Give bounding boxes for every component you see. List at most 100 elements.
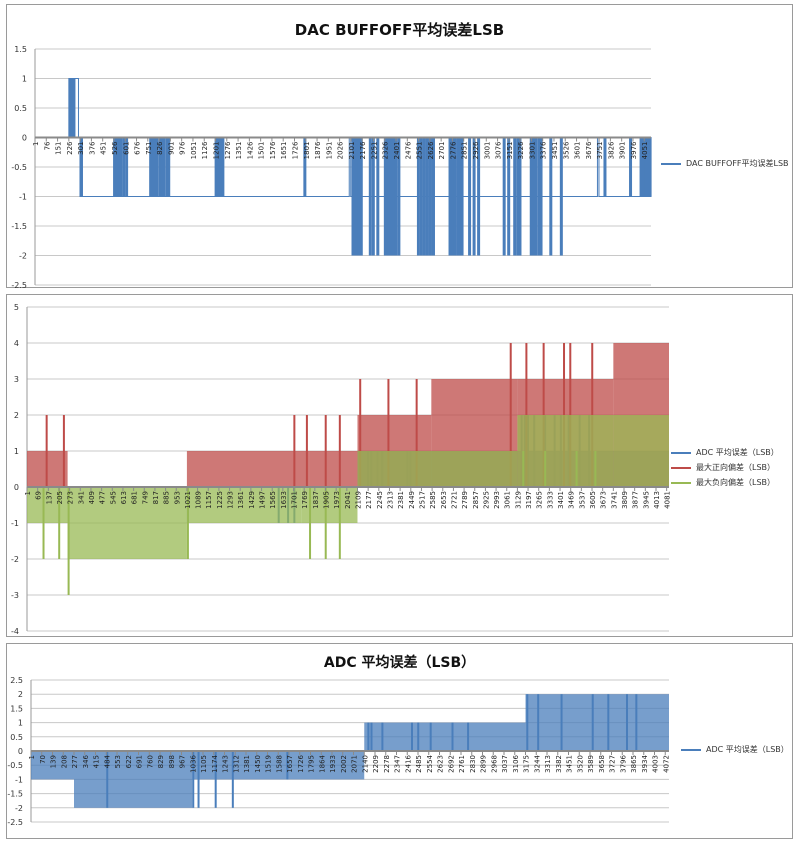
x-tick-label: 2313	[386, 491, 394, 509]
x-tick-label: 1225	[216, 491, 224, 509]
bar	[114, 137, 118, 197]
spike-bar	[192, 751, 195, 808]
bar	[513, 137, 517, 256]
bar	[460, 137, 464, 256]
x-tick-label: 341	[77, 491, 85, 504]
x-tick-label: 3197	[525, 491, 533, 509]
bar	[644, 137, 648, 197]
spike-bar	[607, 694, 610, 751]
y-tick-label: -2	[11, 555, 19, 564]
x-tick-label: 2626	[427, 141, 435, 159]
bar	[458, 137, 462, 256]
x-tick-label: 3727	[609, 755, 617, 773]
x-tick-label: 451	[100, 142, 108, 155]
y-tick-label: -2.5	[11, 281, 27, 289]
bar	[472, 137, 476, 256]
x-tick-label: 3151	[506, 142, 514, 160]
x-tick-label: 2721	[450, 491, 458, 509]
bar	[221, 137, 225, 197]
spike-bar	[305, 415, 308, 487]
spike-bar	[370, 722, 373, 751]
bar	[518, 137, 522, 256]
bar	[149, 137, 153, 197]
level-bar	[186, 451, 310, 487]
x-tick-label: 2551	[416, 142, 424, 160]
x-tick-label: 1795	[308, 755, 316, 773]
x-axis	[35, 136, 651, 139]
spike-bar	[591, 694, 594, 751]
x-tick-label: 2381	[397, 491, 405, 509]
x-tick-label: 3537	[578, 491, 586, 509]
x-tick-label: 3376	[540, 141, 548, 159]
bar	[534, 137, 538, 256]
x-tick-label: 2653	[440, 491, 448, 509]
bar	[394, 137, 398, 256]
x-tick-label: 2109	[354, 491, 362, 509]
y-tick-label: -1.5	[11, 222, 27, 231]
x-tick-label: 2071	[351, 755, 359, 773]
y-tick-label: 2.5	[10, 676, 23, 685]
x-tick-label: 3601	[574, 142, 582, 160]
spike-bar	[526, 694, 529, 751]
x-tick-label: 826	[156, 141, 164, 155]
chart-panel-dac: DAC BUFFOFF平均误差LSB -2.5 -2 -1.5 -1 -0.5 0 0.5 1…	[6, 4, 793, 289]
x-tick-label: 205	[56, 491, 64, 504]
y-tick-label: 1.5	[14, 45, 27, 54]
x-tick-label: 3826	[607, 141, 615, 159]
legend-item: DAC BUFFOFF平均误差LSB	[661, 156, 789, 171]
x-tick-label: 2993	[493, 491, 501, 509]
x-tick-label: 901	[167, 142, 175, 155]
chart-title: DAC BUFFOFF平均误差LSB	[294, 21, 505, 39]
level-bar	[357, 451, 518, 487]
x-tick-label: 1450	[254, 755, 262, 773]
y-tick-label: 1.5	[10, 704, 23, 713]
x-tick-label: 2209	[372, 755, 380, 773]
x-tick-label: 484	[103, 754, 111, 768]
x-tick-label: 415	[93, 755, 101, 768]
x-tick-label: 2968	[490, 755, 498, 773]
y-tick-label: -1	[11, 519, 19, 528]
level-bar	[613, 415, 669, 487]
x-tick-label: 1293	[227, 491, 235, 509]
x-tick-label: 301	[77, 142, 85, 155]
x-tick-label: 346	[82, 754, 90, 768]
bar	[151, 137, 155, 197]
legend-swatch	[671, 466, 691, 469]
spike-bar	[625, 694, 628, 751]
level-bar	[31, 751, 75, 780]
bar	[160, 137, 164, 197]
legend-swatch	[671, 451, 691, 454]
x-tick-label: 676	[134, 141, 142, 155]
x-tick-label: 3382	[555, 755, 563, 773]
x-tick-label: 953	[173, 491, 181, 504]
x-tick-label: 3526	[562, 141, 570, 159]
y-tick-label: 2	[18, 690, 23, 699]
spike-bar	[62, 415, 65, 487]
x-tick-label: 1726	[291, 141, 299, 159]
bar	[502, 137, 506, 256]
spike-bar	[338, 415, 341, 487]
bar	[648, 137, 652, 197]
bar	[359, 137, 363, 256]
x-tick-label: 3401	[557, 491, 565, 509]
legend-label: 最大负向偏差（LSB）	[696, 478, 776, 487]
bar	[167, 137, 171, 197]
bar	[641, 137, 645, 197]
bar	[113, 137, 117, 197]
bar	[646, 137, 650, 197]
x-tick-label: 3451	[551, 142, 559, 160]
x-tick-label: 1933	[329, 755, 337, 773]
spike-bar	[410, 722, 413, 751]
x-axis	[31, 750, 669, 752]
x-tick-label: 3809	[621, 491, 629, 509]
x-tick-label: 2692	[447, 755, 455, 773]
y-tick-label: 1	[18, 719, 23, 728]
x-tick-label: 2776	[449, 141, 457, 159]
x-tick-label: 4051	[641, 142, 649, 160]
bar	[431, 137, 435, 256]
y-tick-label: -2.5	[7, 818, 23, 827]
level-bar	[27, 487, 68, 523]
x-tick-label: 760	[146, 755, 154, 768]
bar	[387, 137, 391, 256]
spike-bar	[293, 415, 296, 487]
